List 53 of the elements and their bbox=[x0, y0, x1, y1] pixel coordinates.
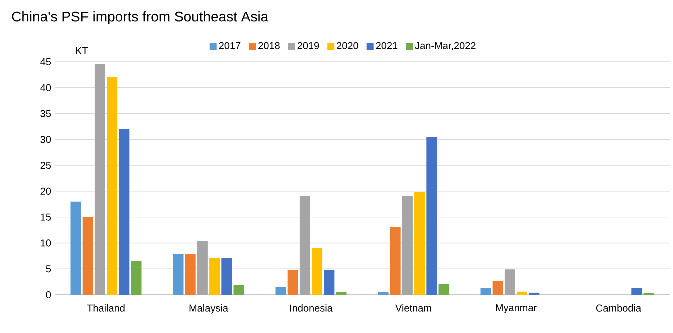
bar bbox=[312, 248, 323, 295]
bar bbox=[492, 282, 504, 295]
bar bbox=[173, 254, 184, 295]
y-tick-label: 10 bbox=[41, 240, 52, 247]
bar bbox=[131, 261, 142, 295]
bar bbox=[402, 196, 413, 295]
bar bbox=[378, 292, 389, 295]
bar bbox=[300, 196, 310, 295]
y-tick-label: 5 bbox=[46, 266, 52, 273]
y-tick-label: 0 bbox=[46, 291, 52, 299]
bar bbox=[390, 227, 401, 295]
x-tick-label: Malaysia bbox=[190, 304, 228, 314]
y-tick-label: 45 bbox=[40, 58, 52, 66]
x-tick-label: Myanmar bbox=[496, 304, 537, 314]
bar bbox=[276, 287, 286, 295]
y-tick-label: 35 bbox=[40, 110, 52, 118]
y-tick-label: 40 bbox=[40, 84, 52, 92]
legend-label: 2021 bbox=[376, 42, 398, 50]
bar bbox=[185, 254, 196, 295]
bar bbox=[288, 270, 298, 295]
bar bbox=[632, 288, 642, 295]
bar bbox=[480, 288, 492, 295]
y-axis-title: KT bbox=[76, 48, 88, 54]
y-tick-label: 20 bbox=[40, 188, 52, 195]
bar bbox=[234, 285, 244, 295]
bar bbox=[504, 270, 516, 295]
legend-label: 2018 bbox=[258, 42, 280, 50]
bar bbox=[438, 284, 450, 295]
bar bbox=[197, 241, 208, 295]
bar bbox=[426, 137, 438, 295]
bar bbox=[222, 258, 232, 295]
legend-label: Jan-Mar,2022 bbox=[415, 42, 476, 51]
x-tick-label: Cambodia bbox=[596, 304, 642, 312]
bar bbox=[119, 129, 130, 295]
bar bbox=[107, 78, 118, 295]
bar bbox=[336, 292, 347, 295]
bar bbox=[324, 270, 335, 295]
bar bbox=[82, 217, 94, 295]
x-tick-label: Vietnam bbox=[396, 304, 432, 312]
bar bbox=[517, 292, 528, 295]
bar bbox=[414, 192, 426, 295]
x-tick-label: Indonesia bbox=[290, 304, 333, 312]
bar bbox=[70, 202, 82, 295]
x-tick-label: Thailand bbox=[87, 304, 125, 312]
legend-label: 2020 bbox=[337, 42, 358, 50]
y-tick-label: 25 bbox=[40, 162, 52, 170]
legend-label: 2017 bbox=[219, 42, 241, 50]
legend-label: 2019 bbox=[298, 42, 320, 50]
y-tick-label: 15 bbox=[41, 214, 52, 221]
bar bbox=[210, 258, 220, 295]
chart-title: China's PSF imports from Southeast Asia bbox=[12, 11, 269, 25]
y-tick-label: 30 bbox=[40, 136, 52, 144]
bar bbox=[94, 64, 106, 295]
